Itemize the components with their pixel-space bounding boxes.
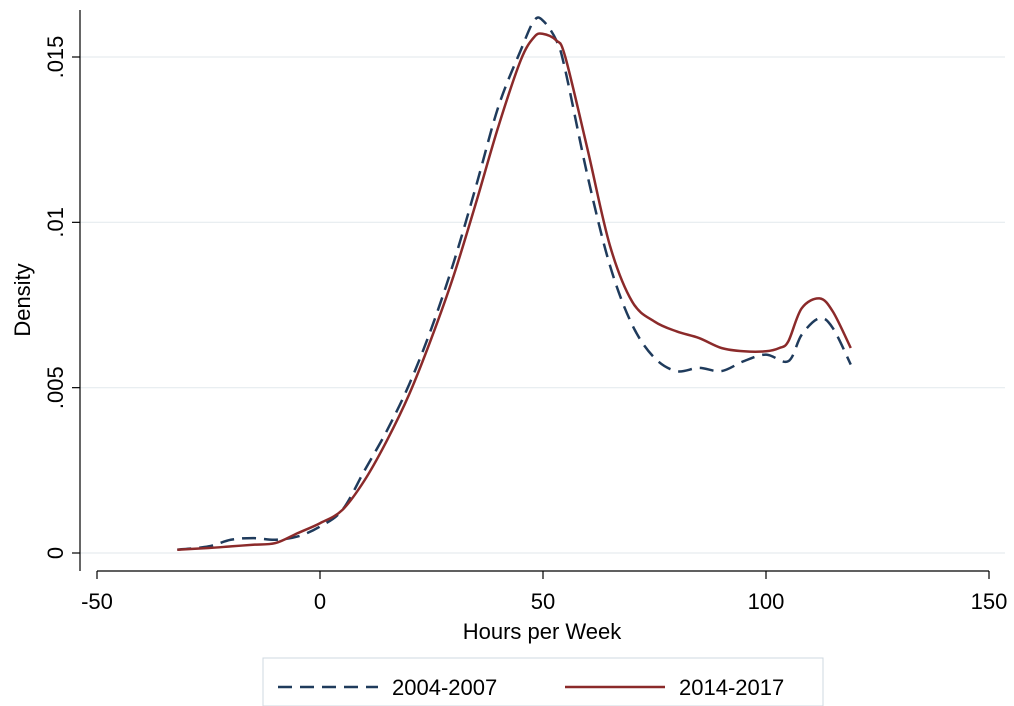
legend-label-2004-2007: 2004-2007 bbox=[392, 675, 497, 700]
series-lines bbox=[177, 16, 852, 551]
y-axis-title: Density bbox=[10, 263, 35, 336]
y-tick-label-0: 0 bbox=[43, 547, 68, 559]
y-tick-label-3: .015 bbox=[43, 36, 68, 79]
x-tick-label-1: 0 bbox=[314, 589, 326, 614]
y-tick-label-1: .005 bbox=[43, 366, 68, 409]
gridlines bbox=[80, 56, 1005, 554]
x-tick-label-3: 100 bbox=[748, 589, 785, 614]
legend-label-2014-2017: 2014-2017 bbox=[679, 675, 784, 700]
series-line-2014-2017 bbox=[177, 32, 852, 551]
x-tick-label-0: -50 bbox=[81, 589, 113, 614]
x-tick-label-4: 150 bbox=[971, 589, 1008, 614]
legend: 2004-2007 2014-2017 bbox=[262, 657, 824, 706]
y-tick-label-2: .01 bbox=[43, 207, 68, 238]
x-ticks: -50 0 50 100 150 bbox=[81, 571, 1007, 614]
series-line-2004-2007 bbox=[177, 16, 852, 551]
x-tick-label-2: 50 bbox=[531, 589, 555, 614]
y-ticks: 0 .005 .01 .015 bbox=[43, 36, 80, 559]
legend-box bbox=[262, 657, 824, 706]
x-axis-title: Hours per Week bbox=[463, 619, 623, 644]
